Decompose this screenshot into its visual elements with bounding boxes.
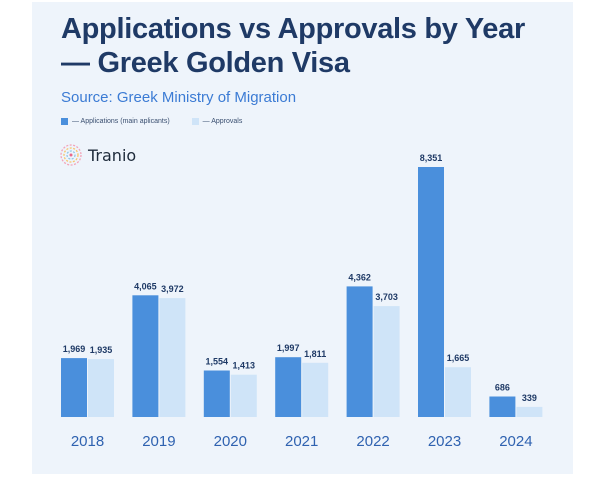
legend-swatch-approvals	[191, 118, 199, 125]
legend-label-approvals: — Approvals	[202, 118, 243, 125]
x-tick-label-2020: 2020	[214, 433, 247, 450]
brand-logo-text: Tranio	[88, 145, 137, 165]
bar-approvals-2019	[159, 298, 186, 417]
data-label-approvals-2023: 1,665	[447, 353, 470, 363]
x-tick-label-2022: 2022	[356, 433, 389, 450]
bar-applications-2021	[275, 357, 302, 417]
bar-approvals-2018	[88, 359, 114, 417]
bar-approvals-2022	[373, 306, 400, 417]
x-tick-label-2023: 2023	[428, 433, 461, 450]
x-tick-label-2024: 2024	[499, 433, 532, 450]
bar-approvals-2024	[516, 406, 543, 417]
data-label-approvals-2019: 3,972	[161, 284, 184, 294]
chart-card: Applications vs Approvals by Year — Gree…	[32, 2, 573, 474]
data-label-applications-2021: 1,997	[277, 343, 300, 353]
tranio-logo-icon	[60, 144, 82, 166]
data-label-approvals-2018: 1,935	[90, 345, 113, 355]
x-tick-label-2021: 2021	[285, 433, 318, 450]
data-label-applications-2023: 8,351	[420, 153, 443, 163]
bar-applications-2019	[132, 295, 159, 417]
brand-logo: Tranio	[60, 144, 136, 166]
bar-approvals-2023	[445, 367, 471, 417]
legend-item-applications: — Applications (main aplicants)	[61, 118, 170, 125]
data-label-applications-2018: 1,969	[63, 344, 86, 354]
x-tick-label-2018: 2018	[71, 433, 104, 450]
x-tick-label-2019: 2019	[142, 433, 175, 450]
data-label-approvals-2024: 339	[522, 393, 537, 403]
legend-label-applications: — Applications (main aplicants)	[72, 118, 170, 125]
chart-legend: — Applications (main aplicants) — Approv…	[61, 118, 242, 125]
bar-chart: 1,969 1,935 2018 4,065 3,972 2019 1,554 1,413 20…	[61, 153, 543, 450]
bar-applications-2018	[61, 358, 87, 417]
chart-title: Applications vs Approvals by Year — Gree…	[61, 13, 525, 79]
chart-subtitle: Source: Greek Ministry of Migration	[61, 89, 297, 106]
data-label-applications-2019: 4,065	[134, 281, 157, 291]
data-label-applications-2024: 686	[495, 383, 510, 393]
data-label-approvals-2021: 1,811	[304, 349, 326, 359]
bar-applications-2024	[489, 396, 516, 417]
data-label-applications-2022: 4,362	[348, 272, 371, 282]
legend-swatch-applications	[61, 118, 68, 125]
bar-applications-2020	[203, 370, 230, 417]
bar-applications-2023	[418, 167, 444, 417]
bar-approvals-2021	[302, 362, 329, 417]
bar-applications-2022	[346, 286, 373, 417]
data-label-approvals-2022: 3,703	[375, 292, 398, 302]
legend-item-approvals: — Approvals	[191, 118, 243, 125]
data-label-approvals-2020: 1,413	[233, 361, 256, 371]
bar-approvals-2020	[230, 374, 257, 417]
data-label-applications-2020: 1,554	[206, 357, 229, 367]
